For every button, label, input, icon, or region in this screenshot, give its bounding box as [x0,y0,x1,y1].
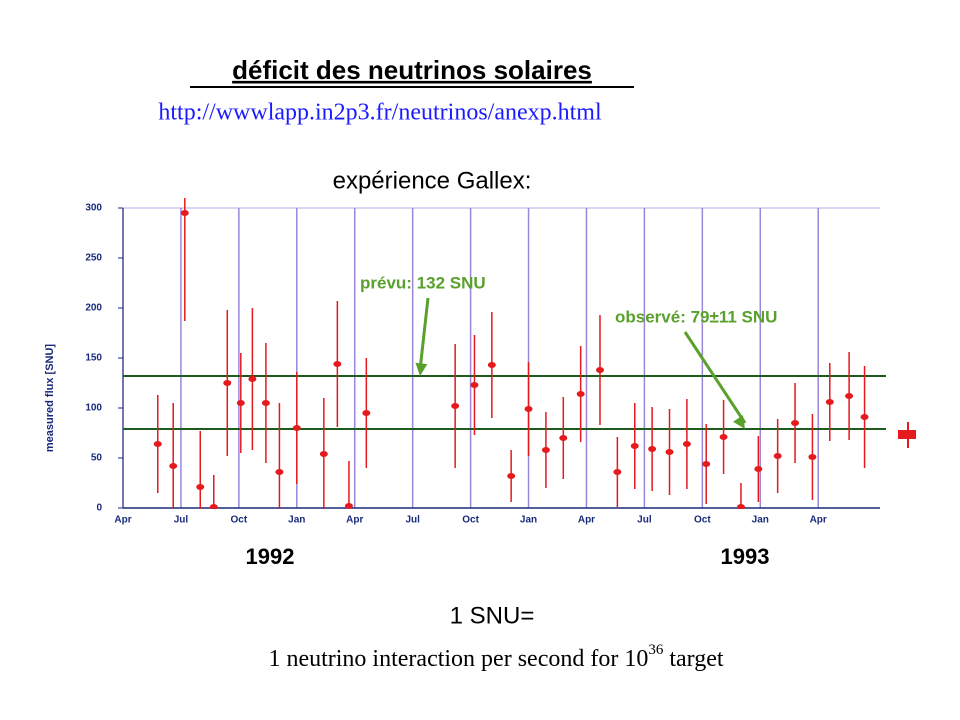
reference-label: observé: 79±11 SNU [615,307,777,326]
annotation-arrow [683,331,747,424]
data-point [223,380,232,386]
data-point [595,367,604,373]
x-tick-label: Apr [114,515,131,526]
data-point [153,441,162,447]
data-point [180,210,189,216]
data-point [451,403,460,409]
data-point [665,449,674,455]
data-point [630,443,639,449]
x-tick-label: Apr [346,515,363,526]
definition-suffix: target [669,646,724,672]
y-tick-label: 100 [85,403,102,414]
url: http://wwwlapp.in2p3.fr/neutrinos/anexp.… [158,100,602,126]
data-point [613,469,622,475]
arrow-head [415,362,428,376]
data-point [559,435,568,441]
data-point [362,410,371,416]
x-tick-label: Oct [231,515,248,526]
reference-label: prévu: 132 SNU [360,273,486,292]
definition-main: 1 neutrino interaction per second for 10 [268,646,648,672]
x-tick-label: Oct [694,515,711,526]
data-point [487,362,496,368]
data-point [825,399,834,405]
data-point [344,503,353,509]
x-tick-label: Jan [752,515,769,526]
y-tick-label: 150 [85,353,102,364]
data-point [292,425,301,431]
data-point [702,461,711,467]
plot: Apr Jul Oct Jan Apr Jul Oct Jan Apr Jul Oct Jan Apr 0… [85,198,886,526]
data-point [319,451,328,457]
x-tick-label: Jul [405,515,420,526]
y-tick-label: 50 [91,453,103,464]
data-point [275,469,284,475]
y-tick-label: 200 [85,303,102,314]
y-tick-label: 300 [85,203,102,214]
y-tick-label: 0 [96,503,102,514]
x-tick-label: Jul [637,515,652,526]
data-point [209,504,218,509]
data-point [719,434,728,440]
data-point [236,400,245,406]
data-point [169,463,178,469]
data-point [648,446,657,452]
data-point [791,420,800,426]
data-point [541,447,550,453]
data-point [248,376,257,382]
data-point [507,473,516,479]
side-symbol [898,422,916,448]
x-tick-label: Jan [520,515,537,526]
data-point [470,382,479,388]
data-point [773,453,782,459]
x-tick-label: Jan [288,515,305,526]
data-point [261,400,270,406]
data-point [860,414,869,420]
data-point [845,393,854,399]
title: déficit des neutrinos solaires [232,55,592,85]
arrow-head [733,415,745,429]
data-point [524,406,533,412]
data-point [808,454,817,460]
year-label: 1993 [721,544,770,569]
x-tick-label: Apr [810,515,827,526]
year-label: 1992 [246,544,295,569]
definition-text: 1 neutrino interaction per second for 10… [268,642,723,671]
x-tick-label: Oct [462,515,479,526]
definition-exponent: 36 [648,642,664,658]
x-tick-label: Jul [174,515,189,526]
data-points [153,198,869,509]
y-axis-label: measured flux [SNU] [44,344,56,453]
data-point [754,466,763,472]
definition: 1 SNU= [450,602,535,629]
x-tick-label: Apr [578,515,595,526]
data-point [196,484,205,490]
y-tick-label: 250 [85,253,102,264]
data-point [576,391,585,397]
annotation-arrow [418,297,430,371]
subtitle: expérience Gallex: [333,167,532,194]
data-point [682,441,691,447]
data-point [333,361,342,367]
data-point [736,504,745,509]
